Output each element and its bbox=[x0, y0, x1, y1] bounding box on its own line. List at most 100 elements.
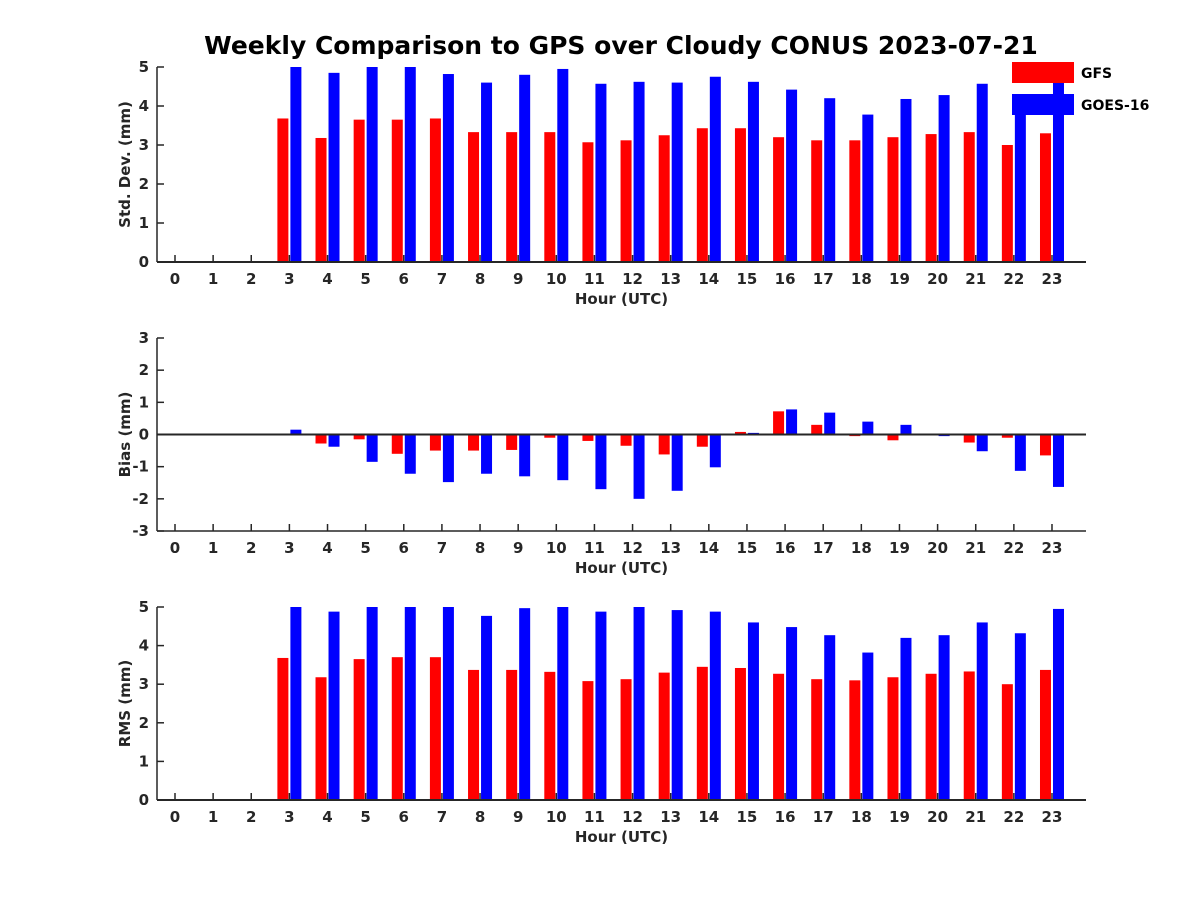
bar-gfs-hour-10 bbox=[544, 671, 556, 800]
y-tick-label: 3 bbox=[139, 675, 149, 693]
bar-gfs-hour-16 bbox=[773, 137, 785, 262]
x-tick-label: 13 bbox=[660, 808, 681, 826]
y-tick-label: 1 bbox=[139, 752, 149, 770]
x-tick-label: 5 bbox=[360, 539, 370, 557]
bar-gfs-hour-5 bbox=[353, 659, 365, 800]
y-tick-label: 0 bbox=[139, 426, 149, 444]
bar-gfs-hour-15 bbox=[734, 667, 746, 800]
bar-goes-16-hour-4 bbox=[328, 611, 340, 800]
bar-goes-16-hour-8 bbox=[481, 615, 493, 800]
bar-gfs-hour-6 bbox=[391, 657, 403, 800]
x-tick-label: 17 bbox=[813, 539, 834, 557]
bar-gfs-hour-10 bbox=[544, 132, 556, 262]
bar-goes-16-hour-21 bbox=[976, 622, 988, 800]
bar-goes-16-hour-11 bbox=[595, 83, 607, 263]
bar-goes-16-hour-11 bbox=[595, 434, 607, 490]
x-tick-label: 14 bbox=[698, 808, 719, 826]
x-tick-label: 11 bbox=[584, 270, 605, 288]
bar-goes-16-hour-8 bbox=[481, 82, 493, 262]
bar-gfs-hour-13 bbox=[658, 434, 670, 455]
bar-goes-16-hour-13 bbox=[671, 610, 683, 800]
x-tick-label: 13 bbox=[660, 539, 681, 557]
bar-gfs-hour-19 bbox=[887, 677, 899, 800]
x-tick-label: 1 bbox=[208, 539, 218, 557]
bar-gfs-hour-21 bbox=[963, 132, 975, 262]
x-tick-label: 16 bbox=[775, 270, 796, 288]
y-axis-label: Bias (mm) bbox=[116, 392, 134, 478]
bar-gfs-hour-4 bbox=[315, 677, 327, 800]
bar-gfs-hour-9 bbox=[506, 434, 518, 450]
bar-gfs-hour-7 bbox=[429, 118, 441, 262]
bar-goes-16-hour-22 bbox=[1014, 633, 1026, 800]
bar-goes-16-hour-9 bbox=[519, 74, 531, 262]
bar-gfs-hour-22 bbox=[1001, 684, 1013, 800]
legend-label-goes-16: GOES-16 bbox=[1081, 98, 1149, 114]
bar-goes-16-hour-20 bbox=[938, 635, 950, 800]
legend: GFS GOES-16 bbox=[1012, 62, 1149, 115]
y-tick-label: 5 bbox=[139, 598, 149, 616]
x-tick-label: 2 bbox=[246, 539, 256, 557]
bar-gfs-hour-15 bbox=[734, 128, 746, 262]
bar-gfs-hour-17 bbox=[811, 679, 823, 800]
bar-gfs-hour-23 bbox=[1039, 434, 1051, 456]
x-tick-label: 5 bbox=[360, 808, 370, 826]
bar-goes-16-hour-18 bbox=[862, 652, 874, 800]
x-axis-label: Hour (UTC) bbox=[575, 290, 668, 308]
bar-goes-16-hour-3 bbox=[290, 429, 302, 435]
x-tick-label: 14 bbox=[698, 539, 719, 557]
x-tick-label: 3 bbox=[284, 808, 294, 826]
x-tick-label: 0 bbox=[170, 270, 180, 288]
bar-gfs-hour-4 bbox=[315, 137, 327, 262]
bar-goes-16-hour-6 bbox=[404, 67, 416, 262]
x-tick-label: 6 bbox=[399, 270, 409, 288]
bar-goes-16-hour-18 bbox=[862, 421, 874, 435]
x-tick-label: 17 bbox=[813, 808, 834, 826]
bar-goes-16-hour-10 bbox=[557, 434, 569, 481]
bar-goes-16-hour-23 bbox=[1052, 608, 1064, 800]
bar-goes-16-hour-7 bbox=[442, 74, 454, 263]
y-tick-label: 0 bbox=[139, 253, 149, 271]
x-tick-label: 16 bbox=[775, 808, 796, 826]
y-tick-label: -2 bbox=[132, 490, 149, 508]
x-tick-label: 4 bbox=[322, 539, 332, 557]
x-tick-label: 23 bbox=[1042, 808, 1063, 826]
x-tick-label: 18 bbox=[851, 539, 872, 557]
bar-gfs-hour-15 bbox=[734, 431, 746, 435]
bar-gfs-hour-16 bbox=[773, 673, 785, 800]
bar-gfs-hour-9 bbox=[506, 669, 518, 800]
bar-gfs-hour-9 bbox=[506, 132, 518, 262]
x-tick-label: 12 bbox=[622, 270, 643, 288]
bar-goes-16-hour-22 bbox=[1014, 434, 1026, 471]
x-tick-label: 3 bbox=[284, 539, 294, 557]
x-tick-label: 0 bbox=[170, 539, 180, 557]
bar-goes-16-hour-3 bbox=[290, 607, 302, 800]
bar-goes-16-hour-9 bbox=[519, 608, 531, 800]
bar-gfs-hour-8 bbox=[468, 132, 480, 262]
y-tick-label: 4 bbox=[139, 637, 149, 655]
bar-gfs-hour-13 bbox=[658, 135, 670, 262]
y-tick-label: 5 bbox=[139, 58, 149, 76]
bar-goes-16-hour-7 bbox=[442, 607, 454, 800]
x-tick-label: 23 bbox=[1042, 270, 1063, 288]
bar-goes-16-hour-12 bbox=[633, 81, 645, 262]
bar-goes-16-hour-17 bbox=[824, 635, 836, 800]
bar-gfs-hour-11 bbox=[582, 681, 594, 800]
x-tick-label: 12 bbox=[622, 808, 643, 826]
x-tick-label: 0 bbox=[170, 808, 180, 826]
bar-goes-16-hour-14 bbox=[709, 611, 721, 800]
x-tick-label: 9 bbox=[513, 270, 523, 288]
bar-gfs-hour-12 bbox=[620, 434, 632, 446]
x-tick-label: 16 bbox=[775, 539, 796, 557]
bar-gfs-hour-12 bbox=[620, 140, 632, 262]
bar-goes-16-hour-15 bbox=[747, 622, 759, 800]
x-tick-label: 20 bbox=[927, 808, 948, 826]
bar-gfs-hour-10 bbox=[544, 434, 556, 438]
bar-goes-16-hour-21 bbox=[976, 434, 988, 452]
bar-gfs-hour-22 bbox=[1001, 145, 1013, 262]
bar-gfs-hour-19 bbox=[887, 434, 899, 441]
bar-gfs-hour-5 bbox=[353, 434, 365, 440]
bar-goes-16-hour-8 bbox=[481, 434, 493, 474]
bar-goes-16-hour-9 bbox=[519, 434, 531, 477]
